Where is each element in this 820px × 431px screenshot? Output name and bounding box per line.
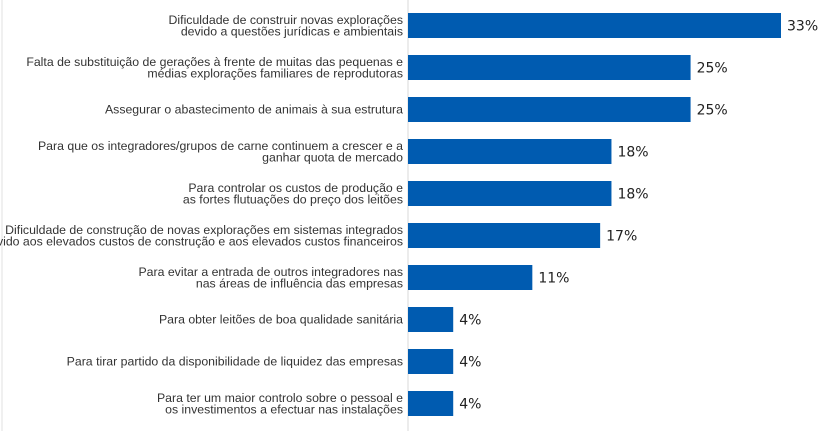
category-label: Para ter um maior controlo sobre o pesso… xyxy=(157,391,403,417)
bar xyxy=(408,349,454,374)
bar xyxy=(408,97,691,122)
bar xyxy=(408,307,454,332)
data-label: 4% xyxy=(459,397,481,413)
category-label: Dificuldade de construir novas exploraçõ… xyxy=(169,13,403,39)
data-label: 4% xyxy=(459,313,481,329)
bar xyxy=(408,139,612,164)
data-label: 4% xyxy=(459,355,481,371)
bar xyxy=(408,55,691,80)
data-label: 18% xyxy=(617,187,648,203)
bar xyxy=(408,181,612,206)
data-label: 18% xyxy=(617,145,648,161)
category-label: Para que os integradores/grupos de carne… xyxy=(38,139,403,165)
data-label: 17% xyxy=(606,229,637,245)
category-label: Falta de substituição de gerações à fren… xyxy=(26,55,403,81)
bar xyxy=(408,265,533,290)
bar xyxy=(408,223,601,248)
category-label: Para obter leitões de boa qualidade sani… xyxy=(159,313,403,327)
data-label: 11% xyxy=(538,271,569,287)
category-label: Para tirar partido da disponibilidade de… xyxy=(67,355,403,369)
category-label: Dificuldade de construção de novas explo… xyxy=(0,223,403,249)
category-label: Assegurar o abastecimento de animais à s… xyxy=(105,103,403,117)
data-label: 25% xyxy=(697,61,728,77)
category-label: Para controlar os custos de produção e as… xyxy=(183,181,403,207)
data-label: 33% xyxy=(787,19,818,35)
data-label: 25% xyxy=(697,103,728,119)
category-label: Para evitar a entrada de outros integrad… xyxy=(138,265,403,291)
bar xyxy=(408,13,781,38)
bar xyxy=(408,391,454,416)
